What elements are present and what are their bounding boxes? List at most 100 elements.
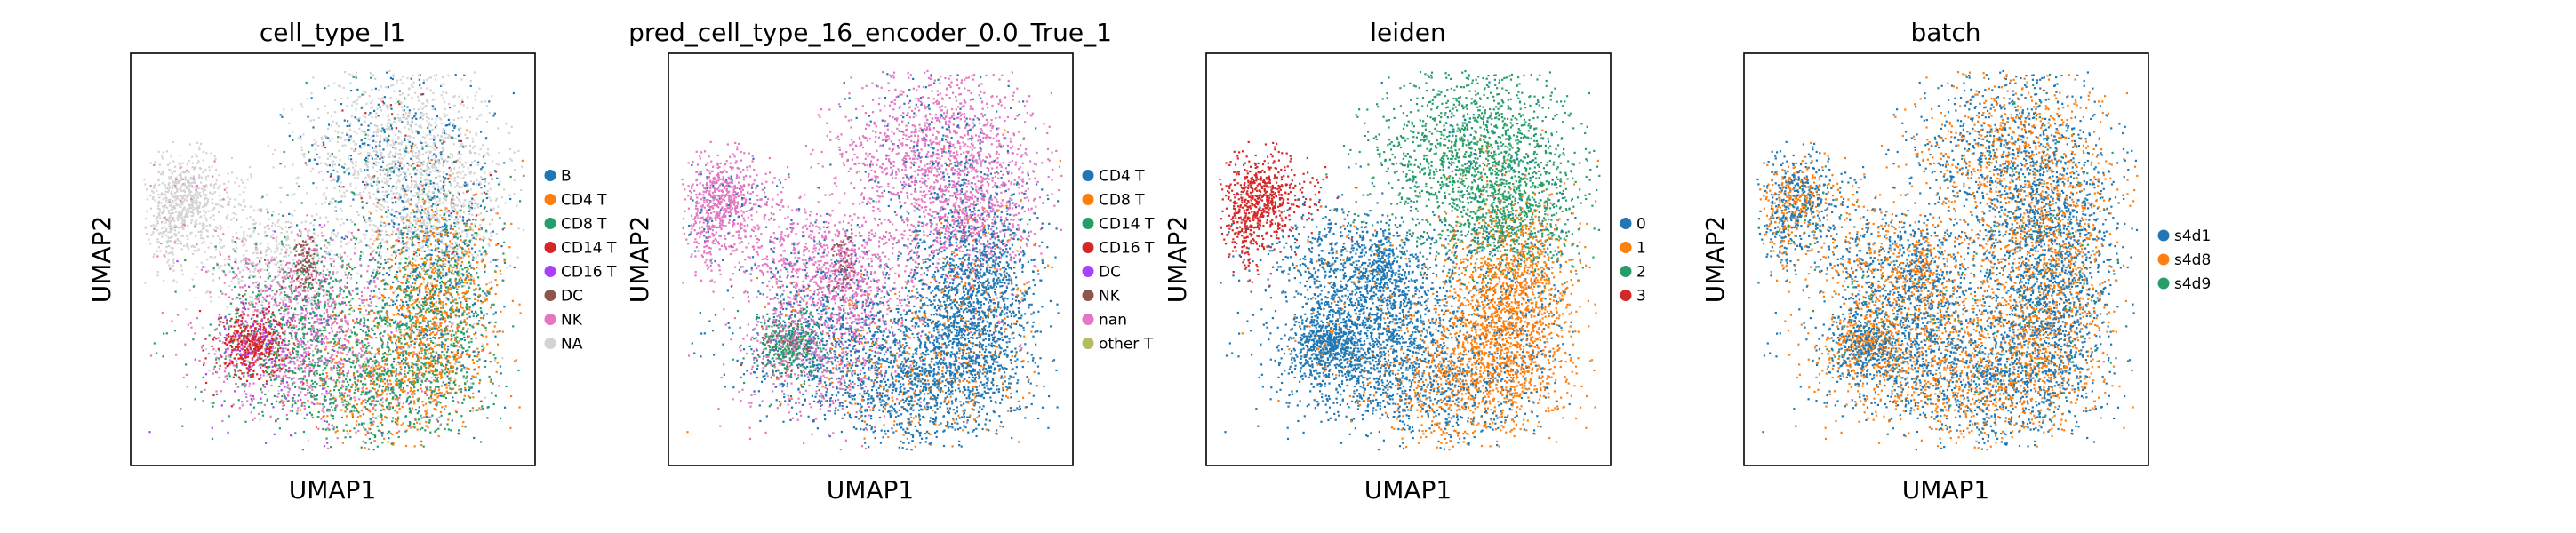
scatter-point	[469, 180, 472, 183]
scatter-point	[386, 71, 388, 74]
scatter-point	[168, 181, 171, 185]
scatter-point	[191, 166, 194, 169]
scatter-point	[423, 136, 426, 139]
scatter-point	[393, 142, 396, 145]
scatter-point	[330, 362, 332, 364]
scatter-point	[293, 308, 296, 311]
scatter-point	[451, 178, 453, 180]
scatter-point	[305, 81, 308, 84]
scatter-point	[286, 261, 289, 265]
scatter-point	[202, 400, 204, 402]
scatter-point	[205, 152, 208, 155]
scatter-point	[411, 239, 413, 242]
scatter-point	[175, 226, 178, 228]
scatter-point	[469, 172, 472, 175]
scatter-point	[384, 173, 387, 176]
scatter-point	[228, 415, 230, 418]
scatter-point	[325, 274, 328, 276]
scatter-point	[365, 160, 368, 163]
scatter-point	[180, 174, 182, 177]
scatter-point	[323, 342, 325, 345]
scatter-point	[359, 264, 362, 266]
scatter-point	[420, 206, 423, 209]
scatter-point	[246, 314, 250, 317]
scatter-point	[223, 188, 226, 191]
scatter-point	[191, 252, 195, 256]
scatter-point	[211, 426, 213, 429]
scatter-point	[351, 310, 354, 313]
scatter-point	[370, 309, 372, 312]
scatter-point	[281, 315, 284, 318]
scatter-point	[173, 330, 177, 332]
scatter-point	[290, 221, 292, 225]
scatter-point	[292, 370, 294, 372]
scatter-point	[279, 226, 282, 228]
scatter-point	[367, 157, 370, 161]
scatter-point	[380, 204, 383, 207]
scatter-point	[270, 371, 273, 374]
scatter-point	[359, 347, 362, 350]
scatter-point	[342, 370, 345, 373]
scatter-point	[157, 212, 160, 215]
scatter-point	[348, 383, 350, 386]
scatter-point	[328, 164, 331, 167]
scatter-point	[297, 346, 300, 348]
scatter-point	[469, 84, 472, 87]
scatter-point	[356, 370, 359, 373]
scatter-point	[168, 187, 171, 189]
scatter-point	[411, 120, 413, 123]
scatter-point	[241, 404, 244, 407]
scatter-point	[433, 137, 436, 139]
scatter-point	[196, 195, 198, 197]
scatter-point	[370, 155, 372, 157]
scatter-point	[297, 407, 300, 410]
scatter-point	[180, 179, 182, 182]
scatter-point	[310, 325, 313, 328]
scatter-point	[162, 233, 164, 235]
scatter-point	[153, 342, 156, 345]
scatter-point	[509, 197, 512, 201]
scatter-point	[417, 108, 420, 111]
scatter-point	[317, 306, 320, 308]
scatter-point	[409, 221, 412, 225]
scatter-point	[304, 402, 307, 404]
scatter-point	[302, 430, 305, 434]
scatter-point	[461, 163, 464, 166]
scatter-point	[274, 293, 276, 296]
scatter-point	[311, 359, 315, 362]
scatter-point	[274, 378, 276, 380]
scatter-point	[382, 198, 385, 201]
scatter-point	[271, 234, 274, 236]
scatter-point	[449, 184, 452, 187]
scatter-point	[162, 217, 165, 219]
scatter-point	[302, 133, 305, 136]
scatter-point	[183, 198, 187, 201]
scatter-point	[420, 167, 422, 171]
scatter-point	[380, 152, 382, 155]
scatter-point	[298, 387, 300, 390]
scatter-point	[419, 74, 421, 76]
scatter-point	[280, 248, 283, 251]
scatter-point	[348, 154, 350, 156]
scatter-point	[341, 301, 344, 304]
scatter-point	[252, 418, 254, 421]
scatter-point	[329, 306, 332, 308]
scatter-point	[305, 285, 308, 289]
scatter-point	[456, 175, 459, 178]
scatter-point	[425, 216, 428, 219]
scatter-point	[220, 226, 223, 228]
scatter-point	[149, 207, 152, 210]
scatter-point	[410, 157, 412, 160]
scatter-point	[157, 150, 160, 153]
scatter-point	[476, 179, 478, 181]
scatter-point	[180, 225, 184, 227]
scatter-point	[479, 147, 482, 151]
scatter-point	[152, 255, 155, 258]
scatter-point	[236, 177, 238, 179]
scatter-point	[514, 169, 516, 171]
scatter-point	[252, 397, 255, 400]
scatter-point	[187, 193, 190, 196]
scatter-point	[350, 232, 353, 235]
scatter-point	[375, 205, 378, 208]
scatter-point	[369, 219, 372, 221]
